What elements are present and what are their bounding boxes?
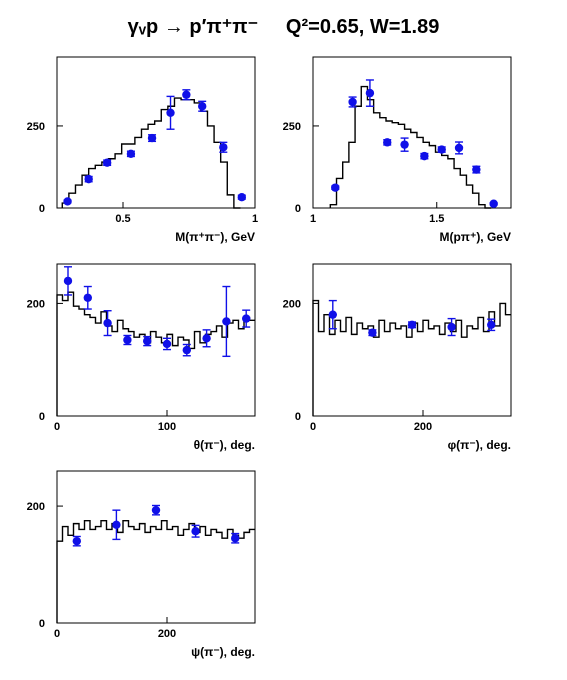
x-tick-label-1: 0 [310, 421, 316, 433]
plot-panel-2: 1 1.5 0 250 M(pπ⁺), GeV [283, 56, 512, 244]
x-axis-label: M(pπ⁺), GeV [439, 230, 511, 244]
data-point-2 [368, 328, 377, 337]
data-point-6 [166, 108, 175, 118]
data-point-1 [63, 276, 73, 286]
title-kinematics: Q²=0.65, W=1.89 [285, 16, 440, 38]
data-point-4 [191, 527, 200, 536]
plot-frame [56, 56, 256, 209]
data-point-6 [162, 339, 172, 349]
data-point-3 [365, 88, 375, 98]
data-point-4 [383, 138, 392, 147]
plot-panel-1: 0.5 1 0 250 M(π⁺π⁻), GeV [27, 56, 258, 244]
data-point-10 [242, 314, 251, 323]
data-point-5 [487, 320, 496, 329]
x-axis-label: M(π⁺π⁻), GeV [175, 230, 255, 244]
data-point-2 [348, 97, 357, 107]
data-point-4 [123, 335, 132, 345]
data-point-1 [328, 310, 337, 319]
x-tick-label-2: 200 [414, 421, 432, 433]
data-point-3 [151, 505, 161, 515]
figure-title: γᵥp → p′π⁺π⁻ Q²=0.65, W=1.89 [0, 14, 567, 39]
y-tick-label-2: 200 [27, 298, 45, 310]
x-tick-label-1: 1 [310, 213, 316, 225]
data-point-3 [103, 318, 112, 328]
model-histogram [329, 85, 492, 209]
title-reaction: γᵥp → p′π⁺π⁻ [127, 16, 259, 38]
model-histogram [312, 299, 511, 416]
data-point-7 [437, 145, 446, 154]
y-tick-label-1: 0 [295, 203, 301, 215]
data-point-9 [472, 165, 481, 174]
plot-panel-5: 0 200 0 200 ψ(π⁻), deg. [27, 470, 256, 659]
data-point-2 [84, 174, 93, 184]
plot-frame [56, 470, 256, 624]
data-point-4 [447, 322, 456, 332]
data-point-3 [102, 158, 112, 167]
x-tick-label-1: 0.5 [115, 213, 130, 225]
data-point-8 [198, 102, 207, 111]
x-tick-label-2: 1 [252, 213, 258, 225]
data-point-1 [63, 197, 72, 206]
plot-frame [312, 56, 512, 209]
data-point-4 [126, 149, 136, 159]
y-tick-label-2: 200 [283, 298, 301, 310]
x-tick-label-2: 1.5 [429, 213, 444, 225]
model-histogram [56, 519, 255, 623]
data-point-5 [147, 133, 157, 143]
x-axis-label: φ(π⁻), deg. [448, 438, 511, 452]
data-point-3 [407, 320, 417, 329]
data-point-7 [182, 90, 191, 99]
data-point-1 [331, 183, 340, 192]
x-axis-label: θ(π⁻), deg. [194, 438, 255, 452]
data-point-6 [420, 151, 429, 161]
model-histogram [61, 97, 241, 209]
data-point-9 [219, 143, 228, 152]
y-tick-label-2: 200 [27, 501, 45, 513]
x-tick-label-1: 0 [54, 628, 60, 640]
x-tick-label-2: 200 [158, 628, 176, 640]
plot-frame [312, 263, 512, 417]
data-point-2 [112, 520, 121, 529]
plot-panel-4: 0 200 0 200 φ(π⁻), deg. [283, 263, 512, 452]
data-point-1 [72, 536, 82, 546]
x-tick-label-2: 100 [158, 421, 176, 433]
y-tick-label-2: 250 [283, 121, 301, 133]
data-point-9 [222, 317, 231, 326]
data-point-5 [400, 140, 409, 149]
y-tick-label-1: 0 [295, 411, 301, 423]
x-axis-label: ψ(π⁻), deg. [191, 645, 255, 659]
data-point-10 [237, 192, 246, 202]
model-histogram [56, 291, 255, 416]
y-tick-label-2: 250 [27, 121, 45, 133]
data-point-8 [202, 334, 211, 343]
data-point-5 [231, 534, 240, 543]
x-tick-label-1: 0 [54, 421, 60, 433]
data-point-2 [83, 293, 93, 302]
y-tick-label-1: 0 [39, 618, 45, 630]
y-tick-label-1: 0 [39, 411, 45, 423]
data-point-10 [489, 199, 498, 208]
plot-panel-3: 0 100 0 200 θ(π⁻), deg. [27, 263, 256, 452]
data-point-7 [182, 345, 191, 355]
data-point-8 [454, 143, 464, 153]
data-point-5 [143, 336, 152, 346]
y-tick-label-1: 0 [39, 203, 45, 215]
